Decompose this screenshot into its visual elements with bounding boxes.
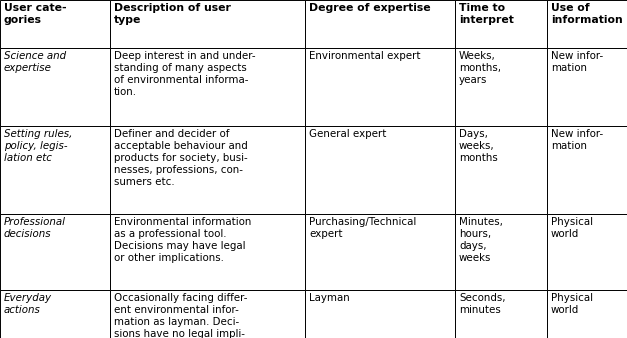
Bar — [305, 0, 455, 48]
Text: Days,
weeks,
months: Days, weeks, months — [459, 129, 498, 163]
Bar — [110, 126, 305, 214]
Bar — [110, 48, 305, 126]
Text: Environmental expert: Environmental expert — [309, 51, 421, 61]
Text: Professional
decisions: Professional decisions — [4, 217, 66, 239]
Bar — [0, 126, 110, 214]
Bar — [110, 214, 305, 290]
Text: Setting rules,
policy, legis-
lation etc: Setting rules, policy, legis- lation etc — [4, 129, 72, 163]
Bar — [547, 126, 627, 214]
Text: Physical
world: Physical world — [551, 217, 593, 239]
Bar — [305, 126, 455, 214]
Bar — [455, 214, 547, 290]
Text: Deep interest in and under-
standing of many aspects
of environmental informa-
t: Deep interest in and under- standing of … — [114, 51, 256, 97]
Bar — [547, 290, 627, 338]
Text: Description of user
type: Description of user type — [114, 3, 231, 25]
Bar — [305, 48, 455, 126]
Text: Degree of expertise: Degree of expertise — [309, 3, 431, 13]
Bar — [455, 126, 547, 214]
Bar — [305, 214, 455, 290]
Bar — [455, 48, 547, 126]
Bar — [110, 290, 305, 338]
Text: Minutes,
hours,
days,
weeks: Minutes, hours, days, weeks — [459, 217, 503, 263]
Text: General expert: General expert — [309, 129, 386, 139]
Text: Physical
world: Physical world — [551, 293, 593, 315]
Bar — [547, 48, 627, 126]
Text: Everyday
actions: Everyday actions — [4, 293, 52, 315]
Bar — [0, 48, 110, 126]
Bar — [0, 0, 110, 48]
Text: Science and
expertise: Science and expertise — [4, 51, 66, 73]
Text: Purchasing/Technical
expert: Purchasing/Technical expert — [309, 217, 416, 239]
Text: Definer and decider of
acceptable behaviour and
products for society, busi-
ness: Definer and decider of acceptable behavi… — [114, 129, 248, 187]
Text: Time to
interpret: Time to interpret — [459, 3, 514, 25]
Text: Seconds,
minutes: Seconds, minutes — [459, 293, 505, 315]
Bar — [305, 290, 455, 338]
Text: Occasionally facing differ-
ent environmental infor-
mation as layman. Deci-
sio: Occasionally facing differ- ent environm… — [114, 293, 248, 338]
Bar — [547, 214, 627, 290]
Text: User cate-
gories: User cate- gories — [4, 3, 66, 25]
Text: New infor-
mation: New infor- mation — [551, 129, 603, 151]
Text: Use of
information: Use of information — [551, 3, 623, 25]
Bar — [547, 0, 627, 48]
Text: New infor-
mation: New infor- mation — [551, 51, 603, 73]
Bar — [110, 0, 305, 48]
Text: Weeks,
months,
years: Weeks, months, years — [459, 51, 501, 85]
Text: Environmental information
as a professional tool.
Decisions may have legal
or ot: Environmental information as a professio… — [114, 217, 251, 263]
Bar — [0, 214, 110, 290]
Text: Layman: Layman — [309, 293, 350, 303]
Bar — [455, 290, 547, 338]
Bar — [0, 290, 110, 338]
Bar — [455, 0, 547, 48]
